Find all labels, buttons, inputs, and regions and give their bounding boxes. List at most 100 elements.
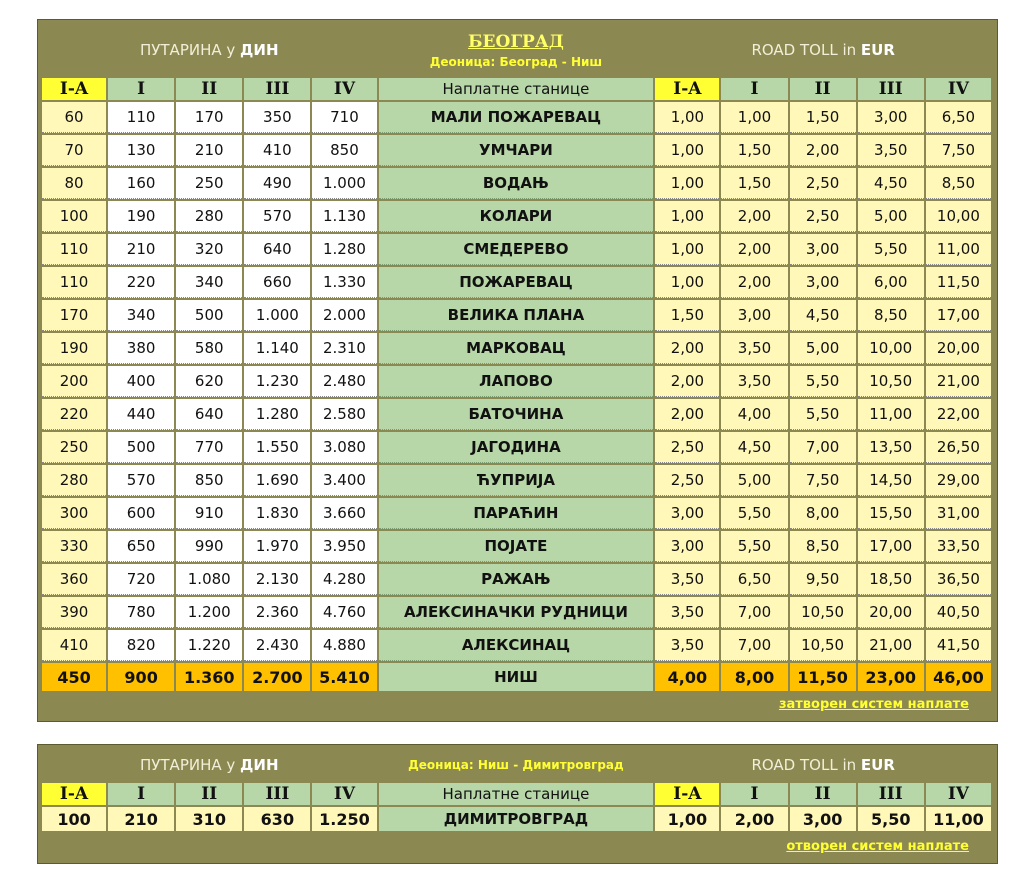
- eur-i-cell: 4,00: [721, 399, 788, 430]
- din-i-cell: 210: [108, 807, 175, 831]
- din-ia-cell: 360: [42, 564, 107, 595]
- station-cell: ЋУПРИЈА: [378, 465, 654, 496]
- din-ia-cell: 220: [42, 399, 107, 430]
- col-ia-header: I-A: [655, 783, 720, 805]
- din-header: ПУТАРИНА у ДИН: [139, 41, 279, 59]
- din-ia-cell: 450: [42, 663, 107, 691]
- eur-iv-cell: 26,50: [925, 432, 991, 463]
- eur-ia-cell: 1,00: [655, 201, 720, 232]
- stations-header: Наплатне станице: [378, 78, 654, 100]
- din-iii-cell: 1.830: [244, 498, 311, 529]
- col-i-header: I: [108, 78, 175, 100]
- station-cell: СМЕДЕРЕВО: [378, 234, 654, 265]
- eur-iii-cell: 10,00: [857, 333, 924, 364]
- din-ia-cell: 250: [42, 432, 107, 463]
- eur-iv-cell: 17,00: [925, 300, 991, 331]
- din-ii-cell: 1.360: [176, 663, 243, 691]
- eur-ii-cell: 5,50: [789, 399, 856, 430]
- din-iv-cell: 1.130: [312, 201, 377, 232]
- eur-i-cell: 2,00: [721, 234, 788, 265]
- din-iii-cell: 490: [244, 168, 311, 199]
- din-i-cell: 340: [108, 300, 175, 331]
- eur-iv-cell: 8,50: [925, 168, 991, 199]
- col-iii-header: III: [244, 78, 311, 100]
- eur-i-cell: 6,50: [721, 564, 788, 595]
- eur-ia-cell: 2,00: [655, 333, 720, 364]
- eur-iv-cell: 21,00: [925, 366, 991, 397]
- eur-header: ROAD TOLL in EUR: [751, 756, 895, 774]
- station-cell: ЛАПОВО: [378, 366, 654, 397]
- column-header-row: I-A I II III IV Наплатне станице I-A I I…: [42, 78, 991, 100]
- open-system-link[interactable]: отворен систем наплате: [786, 839, 969, 854]
- eur-iii-cell: 5,50: [857, 807, 924, 831]
- eur-iv-cell: 22,00: [925, 399, 991, 430]
- din-ii-cell: 170: [176, 102, 243, 133]
- din-i-cell: 130: [108, 135, 175, 166]
- eur-ia-cell: 1,00: [655, 102, 720, 133]
- eur-iii-cell: 11,00: [857, 399, 924, 430]
- eur-iv-cell: 20,00: [925, 333, 991, 364]
- station-cell: МАЛИ ПОЖАРЕВАЦ: [378, 102, 654, 133]
- station-cell: БАТОЧИНА: [378, 399, 654, 430]
- eur-ii-cell: 10,50: [789, 597, 856, 628]
- eur-iii-cell: 17,00: [857, 531, 924, 562]
- eur-iii-cell: 5,50: [857, 234, 924, 265]
- eur-i-cell: 7,00: [721, 597, 788, 628]
- din-iii-cell: 1.550: [244, 432, 311, 463]
- eur-ii-cell: 5,00: [789, 333, 856, 364]
- eur-ia-cell: 2,00: [655, 366, 720, 397]
- din-header: ПУТАРИНА у ДИН: [139, 756, 279, 774]
- din-i-cell: 570: [108, 465, 175, 496]
- city-link[interactable]: БЕОГРАД: [468, 31, 564, 52]
- eur-iv-cell: 11,00: [925, 234, 991, 265]
- din-iv-cell: 2.580: [312, 399, 377, 430]
- table-row: 170 340 500 1.000 2.000 ВЕЛИКА ПЛАНА 1,50 3,00 4…: [42, 300, 991, 331]
- table-row: 280 570 850 1.690 3.400 ЋУПРИЈА 2,50 5,00 7,50 14…: [42, 465, 991, 496]
- eur-iv-cell: 6,50: [925, 102, 991, 133]
- eur-ia-cell: 1,50: [655, 300, 720, 331]
- eur-iv-cell: 29,00: [925, 465, 991, 496]
- eur-ia-cell: 1,00: [655, 807, 720, 831]
- din-iv-cell: 3.660: [312, 498, 377, 529]
- section-title: Деоница: Београд - Ниш: [429, 54, 603, 69]
- din-i-cell: 110: [108, 102, 175, 133]
- col-iv-header: IV: [925, 78, 991, 100]
- din-iii-cell: 2.430: [244, 630, 311, 661]
- eur-ii-cell: 8,00: [789, 498, 856, 529]
- toll-table-belgrade-nis: ПУТАРИНА у ДИН БЕОГРАД Деоница: Београд …: [37, 19, 998, 722]
- eur-iv-cell: 46,00: [925, 663, 991, 691]
- eur-iii-cell: 3,50: [857, 135, 924, 166]
- col-i-header: I: [721, 783, 788, 805]
- din-ii-cell: 320: [176, 234, 243, 265]
- din-i-cell: 190: [108, 201, 175, 232]
- col-ii-header: II: [176, 78, 243, 100]
- col-ii-header: II: [789, 78, 856, 100]
- eur-i-cell: 1,50: [721, 135, 788, 166]
- eur-iv-cell: 41,50: [925, 630, 991, 661]
- station-cell: ВЕЛИКА ПЛАНА: [378, 300, 654, 331]
- eur-ii-cell: 1,50: [789, 102, 856, 133]
- eur-iv-cell: 40,50: [925, 597, 991, 628]
- eur-iii-cell: 10,50: [857, 366, 924, 397]
- toll-rows: 60 110 170 350 710 МАЛИ ПОЖАРЕВАЦ 1,00 1,00 1,50…: [42, 102, 991, 661]
- closed-system-link[interactable]: затворен систем наплате: [778, 697, 969, 712]
- eur-i-cell: 5,50: [721, 498, 788, 529]
- din-iv-cell: 1.250: [312, 807, 377, 831]
- din-ii-cell: 500: [176, 300, 243, 331]
- table-row: 300 600 910 1.830 3.660 ПАРАЋИН 3,00 5,50 8,00 15…: [42, 498, 991, 529]
- eur-ii-cell: 9,50: [789, 564, 856, 595]
- table-row: 390 780 1.200 2.360 4.760 АЛЕКСИНАЧКИ РУДНИЦИ…: [42, 597, 991, 628]
- eur-ii-cell: 2,00: [789, 135, 856, 166]
- eur-iii-cell: 3,00: [857, 102, 924, 133]
- din-iii-cell: 660: [244, 267, 311, 298]
- station-cell: ЈАГОДИНА: [378, 432, 654, 463]
- din-iv-cell: 4.880: [312, 630, 377, 661]
- din-ia-cell: 100: [42, 201, 107, 232]
- eur-iii-cell: 14,50: [857, 465, 924, 496]
- din-i-cell: 160: [108, 168, 175, 199]
- eur-i-cell: 7,00: [721, 630, 788, 661]
- eur-i-cell: 1,00: [721, 102, 788, 133]
- din-ii-cell: 620: [176, 366, 243, 397]
- din-iv-cell: 3.950: [312, 531, 377, 562]
- din-i-cell: 220: [108, 267, 175, 298]
